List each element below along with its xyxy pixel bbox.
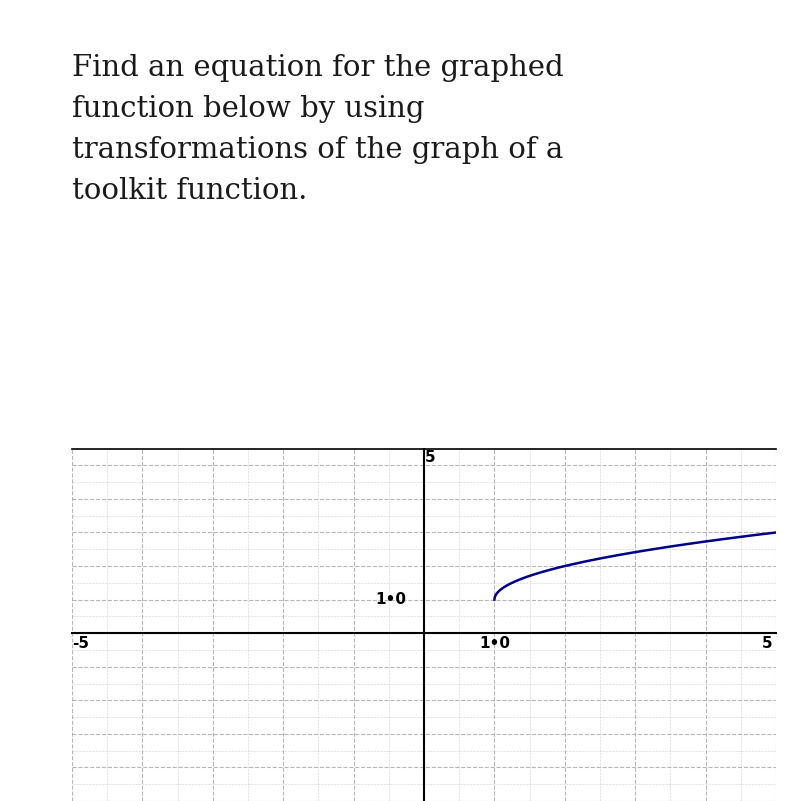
Text: 1•0: 1•0 (375, 592, 406, 607)
Text: Find an equation for the graphed
function below by using
transformations of the : Find an equation for the graphed functio… (72, 54, 564, 205)
Text: 5: 5 (424, 450, 435, 465)
Text: 5: 5 (762, 636, 773, 651)
Text: -5: -5 (72, 636, 89, 651)
Text: 1•0: 1•0 (479, 636, 510, 651)
